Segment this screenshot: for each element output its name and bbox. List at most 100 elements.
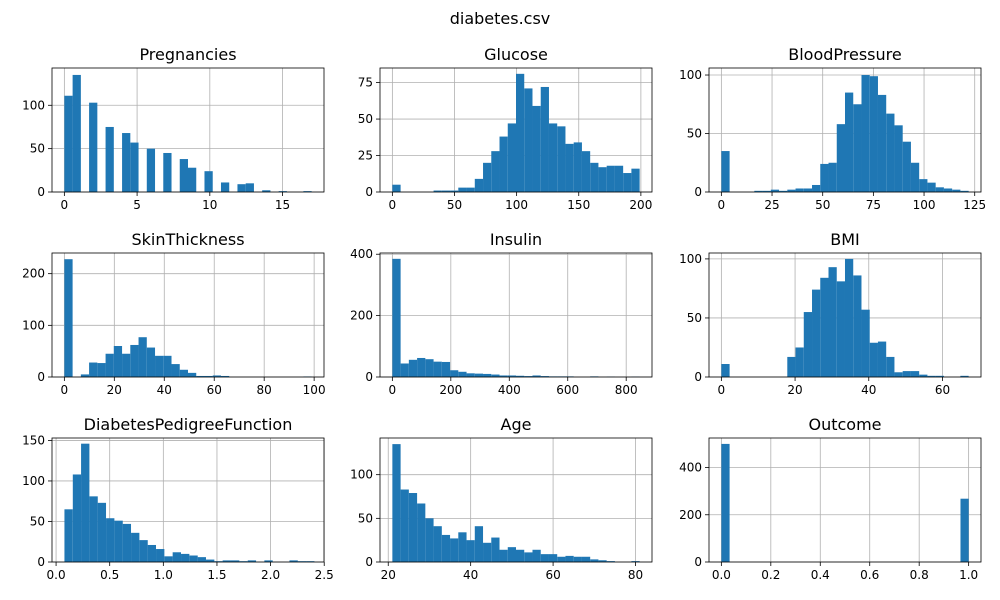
histogram-bar: [507, 547, 516, 562]
histogram-bar: [565, 143, 574, 192]
x-tick-label: 1.5: [207, 568, 226, 582]
histogram-bar: [131, 532, 140, 562]
histogram-bar: [828, 162, 837, 192]
y-tick-label: 25: [358, 149, 373, 163]
histogram-bar: [770, 189, 780, 192]
histogram-bar: [188, 167, 197, 192]
histogram-bar: [417, 503, 426, 562]
y-tick-label: 0: [694, 185, 702, 199]
x-tick-label: 40: [463, 568, 478, 582]
histogram-bar: [894, 372, 903, 377]
x-tick-label: 1.0: [959, 568, 978, 582]
subplot-title: Pregnancies: [139, 45, 236, 64]
y-tick-label: 50: [687, 127, 702, 141]
x-tick-label: 0.0: [712, 568, 731, 582]
y-tick-label: 200: [679, 508, 702, 522]
x-tick-label: 50: [447, 198, 462, 212]
histogram-bar: [474, 526, 484, 562]
x-tick-label: 0.5: [100, 568, 119, 582]
histogram-bar: [425, 518, 434, 562]
histogram-bar: [532, 549, 541, 562]
histogram-bar: [540, 376, 549, 377]
axes-frame: [51, 252, 325, 378]
histogram-bar: [105, 126, 114, 192]
histogram-bar: [64, 509, 73, 562]
x-tick-label: 5: [133, 198, 141, 212]
x-tick-label: 400: [498, 383, 521, 397]
histogram-bar: [81, 443, 90, 562]
histogram-bar: [466, 540, 475, 562]
histogram-bar: [262, 190, 271, 192]
histogram-bar: [491, 151, 500, 192]
x-tick-label: 0.8: [910, 568, 929, 582]
histogram-bar: [721, 364, 730, 377]
x-tick-label: 75: [866, 198, 881, 212]
histogram-bar: [220, 375, 230, 377]
histogram-bar: [146, 347, 156, 377]
histogram-bar: [499, 375, 508, 377]
subplot-title: Age: [501, 415, 532, 434]
histogram-bar: [458, 371, 467, 377]
x-tick-label: 1.0: [154, 568, 173, 582]
subplot-insulin: Insulin 0 200 400 600 800 0 200 400: [350, 230, 653, 397]
histogram-bar: [623, 173, 632, 192]
histogram-bar: [507, 123, 516, 192]
histogram-bar: [278, 191, 287, 192]
y-tick-label: 0: [694, 370, 702, 384]
histogram-bar: [524, 88, 533, 192]
histogram-bar: [590, 559, 599, 562]
x-tick-label: 100: [505, 198, 528, 212]
y-tick-label: 0: [365, 370, 373, 384]
histogram-bar: [548, 554, 558, 562]
histogram-bar: [491, 374, 500, 377]
histogram-bar: [458, 532, 467, 562]
y-tick-label: 200: [22, 267, 45, 281]
x-tick-label: 0.6: [860, 568, 879, 582]
x-tick-label: 100: [913, 198, 936, 212]
histogram-bar: [812, 289, 821, 377]
y-tick-label: 100: [22, 98, 45, 112]
y-tick-label: 100: [679, 252, 702, 266]
x-tick-label: 80: [628, 568, 643, 582]
histogram-bar: [886, 356, 895, 377]
histogram-bar: [803, 312, 813, 377]
histogram-bar: [548, 123, 558, 192]
histogram-bar: [105, 353, 114, 377]
y-tick-label: 100: [22, 474, 45, 488]
histogram-bar: [89, 496, 98, 562]
histogram-bar: [417, 357, 426, 377]
histogram-bar: [516, 73, 525, 192]
histogram-bar: [441, 534, 451, 562]
x-tick-label: 25: [764, 198, 779, 212]
histogram-bar: [631, 561, 640, 562]
histogram-bar: [573, 556, 582, 562]
histogram-bar: [179, 369, 188, 377]
histogram-bar: [606, 165, 615, 192]
histogram-bar: [303, 191, 312, 192]
subplot-title: Outcome: [808, 415, 881, 434]
histogram-bar: [960, 190, 969, 192]
subplot-title: BloodPressure: [788, 45, 901, 64]
histogram-bar: [499, 136, 508, 192]
histogram-bar: [598, 560, 607, 562]
subplot-glucose: Glucose 0 50 100 150 200 0 25 50 75: [358, 45, 653, 212]
histogram-bar: [491, 537, 500, 562]
subplot-title: BMI: [830, 230, 860, 249]
histogram-bar: [106, 518, 115, 562]
subplot-bloodpressure: BloodPressure 0 25 50 75 100 125 0 50 100: [679, 45, 986, 212]
histogram-bar: [935, 375, 944, 377]
histogram-bar: [130, 142, 139, 192]
y-tick-label: 0: [694, 555, 702, 569]
x-tick-label: 125: [963, 198, 986, 212]
histogram-bar: [306, 561, 315, 562]
histogram-bar: [450, 538, 459, 562]
histogram-bar: [197, 557, 206, 562]
axes-frame: [379, 252, 653, 378]
figure-title: diabetes.csv: [449, 9, 551, 28]
histogram-bar: [408, 493, 418, 562]
subplot-bmi: BMI 0 20 40 60 0 50 100: [679, 230, 982, 397]
histogram-bar: [606, 561, 615, 562]
histogram-bar: [927, 375, 936, 377]
histogram-bar: [72, 74, 81, 192]
histogram-bar: [139, 540, 148, 562]
